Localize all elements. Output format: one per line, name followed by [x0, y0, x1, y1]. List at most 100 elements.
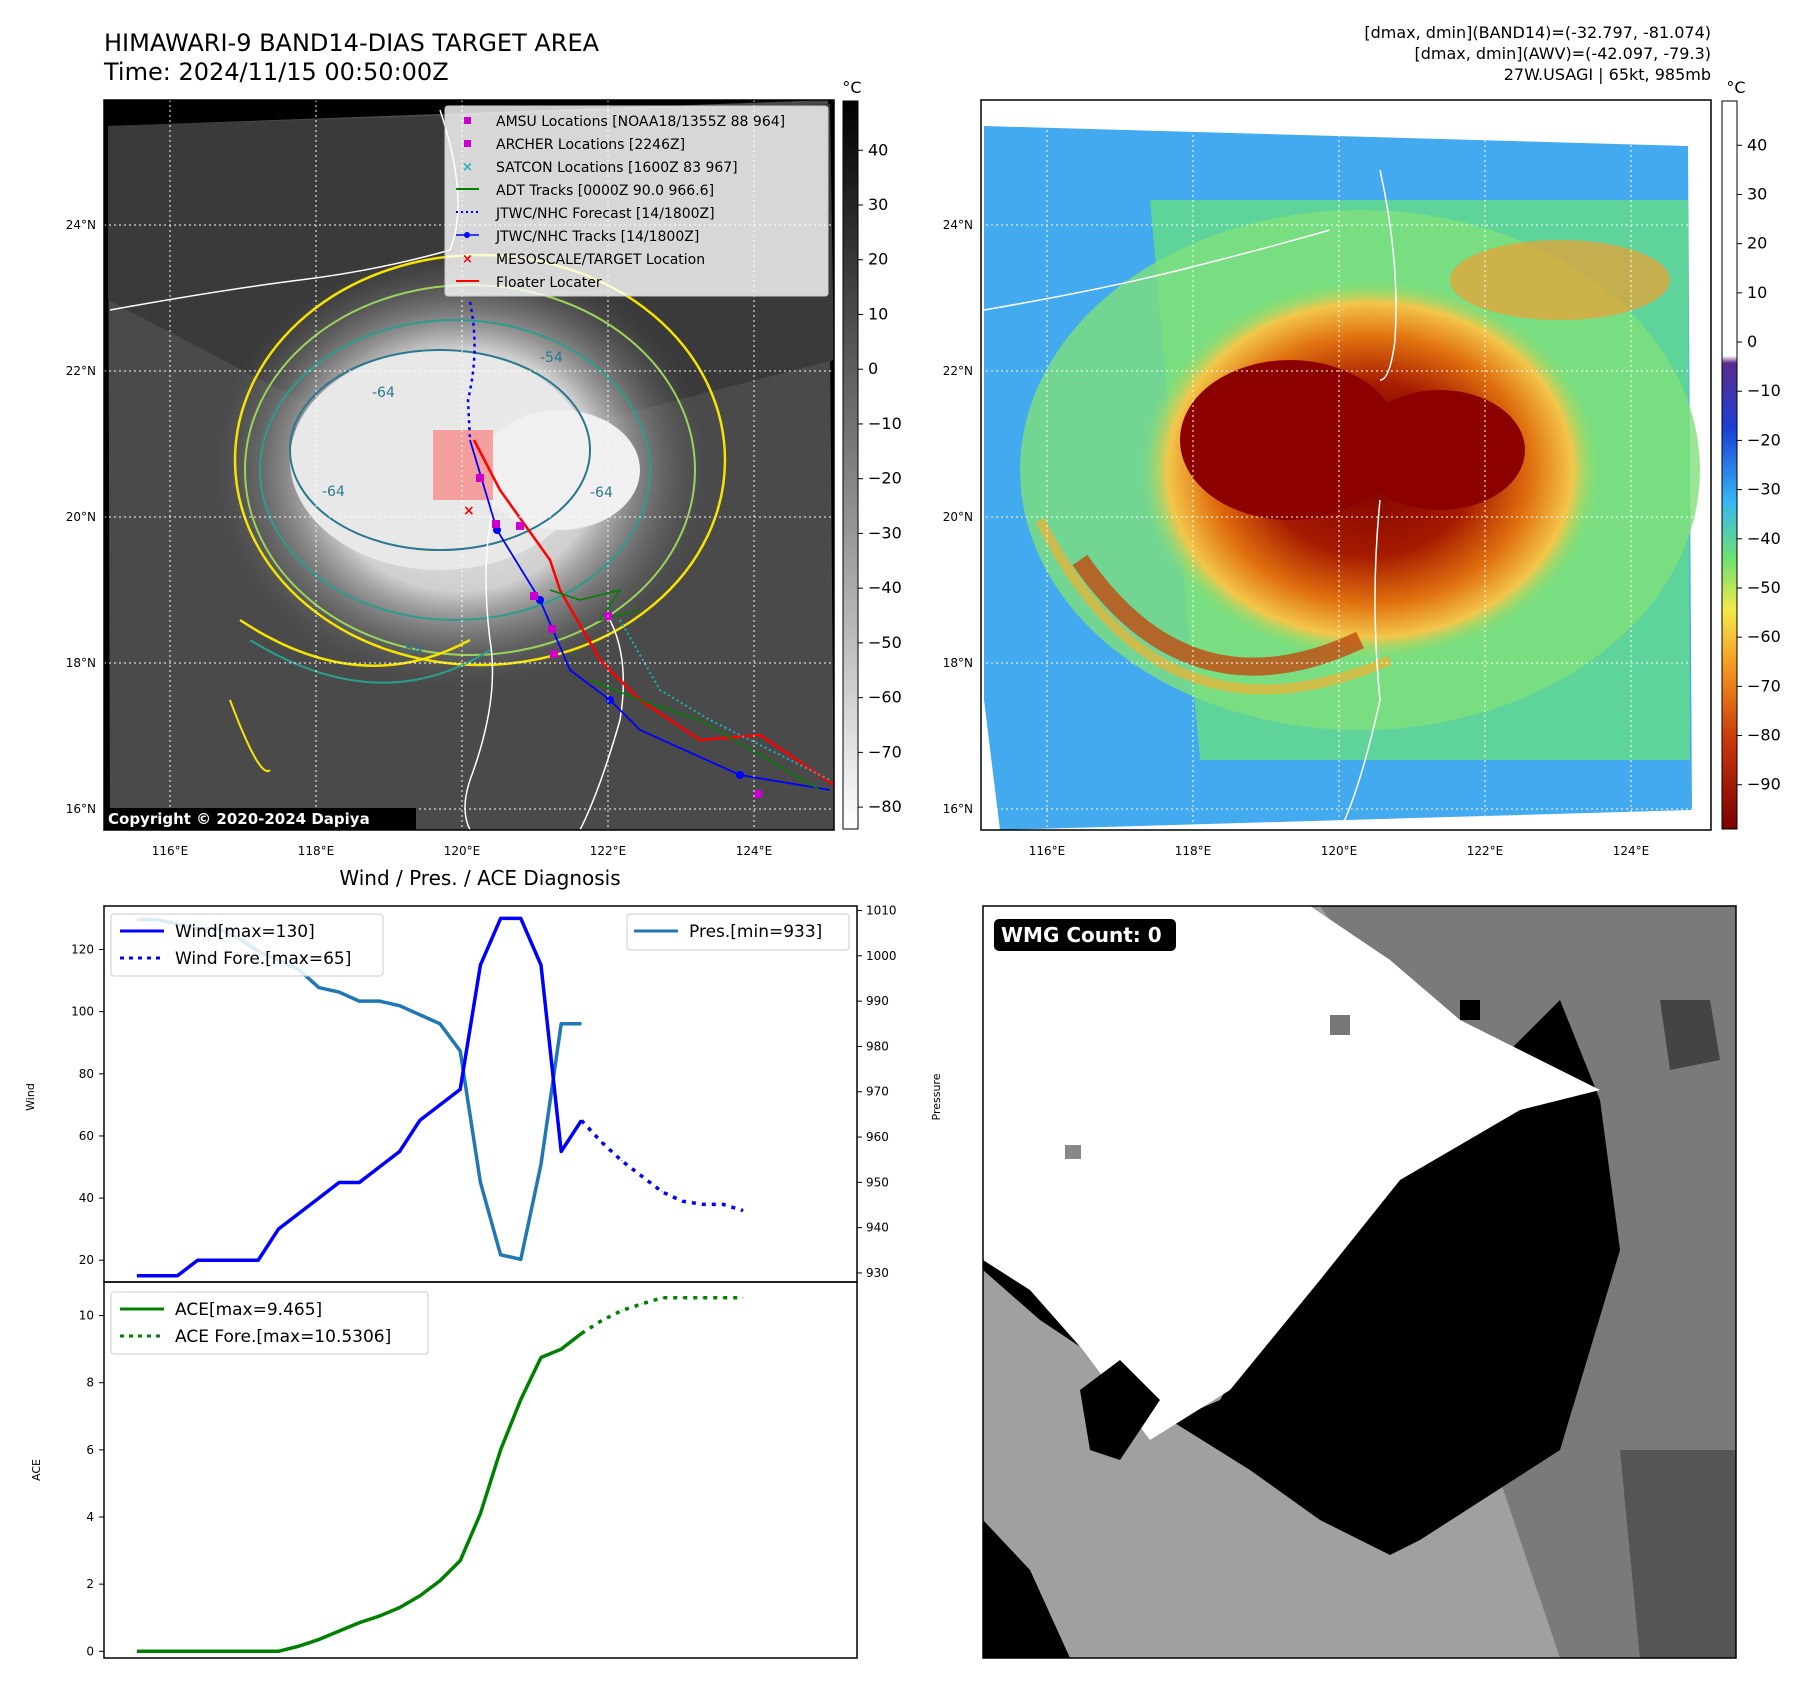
lon-tick: 118°E — [298, 844, 335, 858]
legend-jtwc-forecast: JTWC/NHC Forecast [14/1800Z] — [495, 206, 715, 222]
wind-line-point — [540, 964, 542, 966]
color-colorbar-tick-label: −10 — [1747, 381, 1781, 400]
color-colorbar-tick-label: 0 — [1747, 332, 1757, 351]
wind-line-point — [560, 1150, 562, 1152]
wmg-count-label: WMG Count: 0 — [1001, 923, 1162, 947]
pressure-line-point — [560, 1023, 562, 1025]
wind-ytick-label: 40 — [79, 1191, 94, 1205]
wind-line-point — [136, 1275, 138, 1277]
wind-line-point — [217, 1259, 219, 1261]
pressure-line-point — [479, 1181, 481, 1183]
pressure-line-point — [318, 987, 320, 989]
ace-line-point — [318, 1639, 320, 1641]
pressure-ytick-label: 980 — [866, 1039, 889, 1053]
lon-tick: 116°E — [152, 844, 189, 858]
map-legend: × × AMSU Locations [NOAA18/1355Z 88 964]… — [444, 105, 829, 297]
wind-line-point — [176, 1275, 178, 1277]
pressure-ytick-label: 930 — [866, 1266, 889, 1280]
pressure-line-point — [338, 991, 340, 993]
legend-pressure: Pres.[min=933] — [689, 922, 822, 942]
lat-tick: 20°N — [66, 510, 96, 524]
ace-line-point — [439, 1580, 441, 1582]
lat-tick: 18°N — [943, 656, 973, 670]
ace-legend: ACE[max=9.465] ACE Fore.[max=10.5306] — [110, 1291, 429, 1355]
wind-line-point — [439, 1104, 441, 1106]
info-storm: 27W.USAGI | 65kt, 985mb — [1504, 65, 1711, 84]
wind-line-point — [500, 917, 502, 919]
wind-ytick-label: 80 — [79, 1067, 94, 1081]
color-colorbar-tick-label: −40 — [1747, 529, 1781, 548]
legend-floater: Floater Locater — [496, 275, 602, 291]
pressure-ytick-label: 970 — [866, 1085, 889, 1099]
lat-tick: 22°N — [943, 364, 973, 378]
pressure-line-point — [540, 1163, 542, 1165]
gray-colorbar-tick-label: 20 — [868, 250, 888, 269]
color-colorbar-tick-label: −30 — [1747, 480, 1781, 499]
colorbar-unit: °C — [842, 78, 861, 97]
lon-tick: 124°E — [1613, 844, 1650, 858]
lon-tick: 118°E — [1175, 844, 1212, 858]
color-colorbar-tick-label: −70 — [1747, 676, 1781, 695]
legend-ace-forecast: ACE Fore.[max=10.5306] — [175, 1327, 391, 1347]
ace-forecast-line-point — [641, 1303, 643, 1305]
ace-ytick-label: 0 — [86, 1644, 94, 1658]
ace-line-point — [520, 1399, 522, 1400]
ace-forecast-line-point — [621, 1310, 623, 1312]
legend-satcon: SATCON Locations [1600Z 83 967] — [496, 160, 738, 176]
ace-line-point — [399, 1607, 401, 1609]
gray-colorbar-tick-label: −10 — [868, 414, 902, 433]
ace-line-point — [358, 1622, 360, 1624]
wind-line-point — [419, 1119, 421, 1121]
lat-tick: 16°N — [66, 802, 96, 816]
ace-forecast-line-point — [661, 1297, 663, 1299]
figure-time: Time: 2024/11/15 00:50:00Z — [103, 58, 449, 86]
info-band14: [dmax, dmin](BAND14)=(-32.797, -81.074) — [1364, 23, 1711, 42]
legend-jtwc-tracks: JTWC/NHC Tracks [14/1800Z] — [495, 229, 699, 245]
ace-axis-label: ACE — [30, 1459, 43, 1481]
wind-forecast-line — [580, 1119, 744, 1213]
wind-line-point — [277, 1228, 279, 1230]
ace-line-point — [217, 1650, 219, 1652]
wind-line-point — [298, 1213, 300, 1215]
pressure-line-point — [378, 1000, 380, 1002]
legend-ace: ACE[max=9.465] — [175, 1300, 322, 1320]
ace-line-point — [479, 1513, 481, 1515]
lat-tick: 18°N — [66, 656, 96, 670]
legend-archer: ARCHER Locations [2246Z] — [496, 137, 685, 153]
pressure-line-point — [399, 1005, 401, 1007]
legend-wind-forecast: Wind Fore.[max=65] — [175, 949, 351, 969]
svg-text:×: × — [462, 252, 473, 267]
color-colorbar: °C 40 30 20 10 0 −10 −20 −30 −40 −50 −60 −70 −80 −90 — [1721, 78, 1781, 830]
color-colorbar-tick-label: 40 — [1747, 135, 1767, 154]
contour-label: -54 — [540, 350, 563, 366]
lat-tick: 24°N — [943, 218, 973, 232]
color-colorbar-tick-label: −80 — [1747, 726, 1781, 745]
wind-forecast-line-point — [580, 1119, 582, 1121]
wind-legend: Wind[max=130] Wind Fore.[max=65] — [110, 913, 384, 977]
ace-ytick-label: 8 — [86, 1376, 94, 1390]
color-colorbar-tick-label: 30 — [1747, 184, 1767, 203]
lat-tick: 16°N — [943, 802, 973, 816]
pressure-line-point — [500, 1254, 502, 1256]
wind-forecast-line-point — [601, 1141, 603, 1143]
ace-line-point — [257, 1650, 259, 1652]
ace-line-point — [338, 1630, 340, 1632]
contour-label: -64 — [590, 485, 613, 501]
pressure-line-point — [459, 1050, 461, 1052]
diagnosis-title: Wind / Pres. / ACE Diagnosis — [339, 866, 620, 890]
gray-colorbar: °C 40 30 20 10 0 −10 −20 −30 −40 −50 −60 −70 −80 — [842, 78, 902, 830]
wind-forecast-line-point — [641, 1175, 643, 1177]
pressure-line-point — [358, 1000, 360, 1002]
ace-ytick-label: 6 — [86, 1443, 94, 1457]
legend-amsu: AMSU Locations [NOAA18/1355Z 88 964] — [496, 114, 785, 130]
pressure-ytick-label: 950 — [866, 1175, 889, 1189]
ace-forecast-line-point — [681, 1297, 683, 1299]
wind-forecast-line-point — [681, 1200, 683, 1202]
ace-line-point — [197, 1650, 199, 1652]
gray-colorbar-tick-label: 40 — [868, 140, 888, 159]
legend-target: MESOSCALE/TARGET Location — [496, 252, 705, 268]
ace-forecast-line-point — [601, 1320, 603, 1322]
wind-line-point — [156, 1275, 158, 1277]
ir-map-panel: × -64 -54 -64 -64 -54 Copyright © 2020-2… — [66, 99, 835, 858]
